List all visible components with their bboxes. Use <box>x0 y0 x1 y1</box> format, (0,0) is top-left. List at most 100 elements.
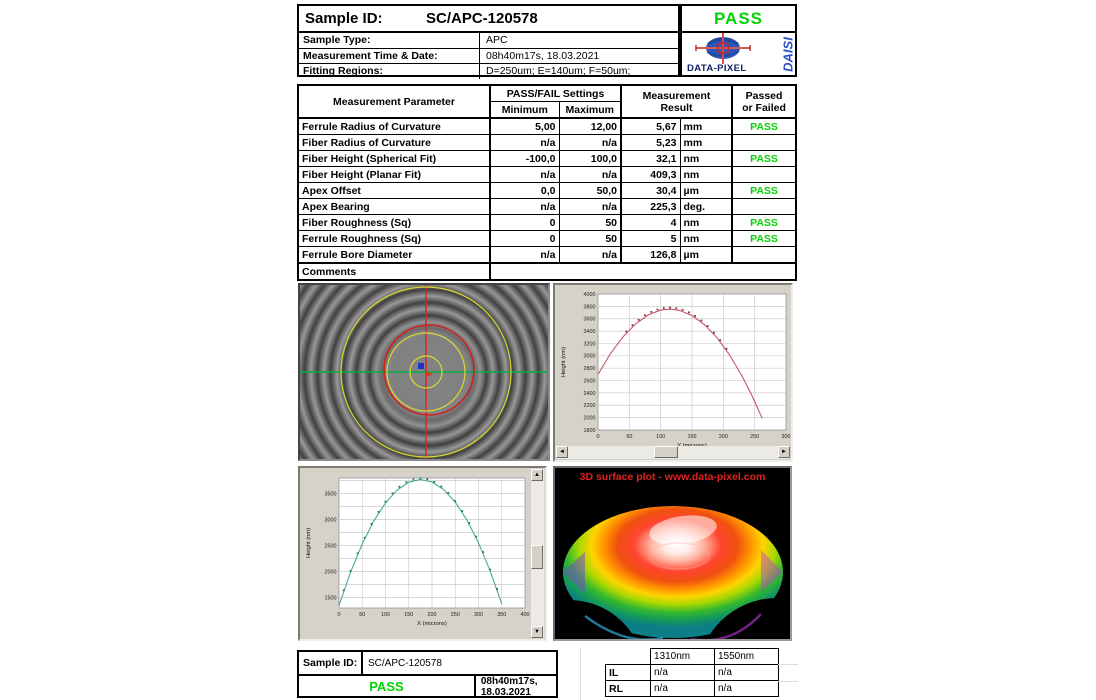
y-tick-label: 2500 <box>325 544 337 550</box>
x-tick-label: 200 <box>428 612 437 618</box>
logo-area: DATA-PIXEL DAISI <box>682 33 796 75</box>
data-point <box>356 552 359 555</box>
scroll-up-icon[interactable]: ▲ <box>531 469 543 481</box>
apex-circle <box>383 324 475 416</box>
result-cell: 5,23 <box>620 134 681 151</box>
loss-row-il-label: IL <box>605 664 651 681</box>
unit-cell: mm <box>679 117 734 135</box>
result-cell: 126,8 <box>620 246 681 264</box>
status-cell: PASS <box>731 230 797 247</box>
scroll-right-icon[interactable]: ► <box>778 446 790 458</box>
unit-cell: nm <box>679 214 734 231</box>
measurement-row: Ferrule Bore Diameter n/a n/a 126,8 µm <box>297 246 797 264</box>
x-axis-label: Y (microns) <box>677 443 707 447</box>
data-point <box>475 535 478 538</box>
max-cell: 50 <box>558 230 623 247</box>
data-point <box>719 339 722 342</box>
y-profile-hscrollbar[interactable]: ◄ ► <box>556 446 790 459</box>
il-1310-value: n/a <box>650 664 715 681</box>
data-point <box>342 589 345 592</box>
status-cell <box>731 198 797 215</box>
y-tick-label: 3000 <box>325 518 337 524</box>
x-tick-label: 250 <box>750 434 759 440</box>
data-point <box>419 477 422 480</box>
data-point <box>662 307 665 309</box>
measurement-row: Fiber Height (Spherical Fit) -100,0 100,0 3… <box>297 150 797 167</box>
fitting-regions-value: D=250um; E=140um; F=50um; <box>486 65 631 78</box>
fit-curve <box>597 308 763 419</box>
status-cell <box>731 246 797 264</box>
min-cell: 0 <box>489 214 560 231</box>
x-tick-label: 0 <box>338 612 341 618</box>
data-point <box>625 330 628 333</box>
data-point <box>700 319 703 322</box>
data-pixel-logo-icon <box>695 33 751 64</box>
col-header-maximum: Maximum <box>558 101 622 119</box>
vscroll-thumb[interactable] <box>531 545 543 570</box>
measurement-time-row: Measurement Time & Date: 08h40m17s, 18.0… <box>299 48 678 65</box>
unit-cell: mm <box>679 134 734 151</box>
status-cell: PASS <box>731 182 797 199</box>
x-tick-label: 100 <box>656 434 665 440</box>
interferogram-overlay <box>300 285 548 459</box>
x-profile-chart: 0 50 100 150 200 250 300 350 400 3500 3000 2500 2000… <box>306 477 530 627</box>
col-header-settings: PASS/FAIL Settings <box>489 84 622 102</box>
data-point <box>644 314 646 317</box>
loss-col-1550: 1550nm <box>714 648 779 665</box>
measurement-row: Ferrule Radius of Curvature 5,00 12,00 5,67… <box>297 117 797 135</box>
data-point <box>681 308 684 311</box>
min-cell: n/a <box>489 134 560 151</box>
unit-cell: µm <box>679 246 734 264</box>
hscroll-thumb[interactable] <box>654 446 679 458</box>
max-cell: 100,0 <box>558 150 623 167</box>
y-tick-label: 3500 <box>325 492 337 498</box>
footer-datetime: 08h40m17s, 18.03.2021 <box>480 675 538 698</box>
measurement-time-label: Measurement Time & Date: <box>299 48 480 64</box>
data-point <box>725 347 728 350</box>
measurement-time-value: 08h40m17s, 18.03.2021 <box>486 49 600 62</box>
y-profile-chart: 0 50 100 150 200 250 300 4000 3800 3600 3400 3200 30… <box>561 292 791 447</box>
x-profile-vscrollbar[interactable]: ▲ ▼ <box>531 469 544 638</box>
parameter-cell: Fiber Height (Spherical Fit) <box>297 150 491 167</box>
comments-label: Comments <box>297 262 491 281</box>
logo-brand-text: DATA-PIXEL <box>687 63 747 74</box>
y-axis-label: Height (nm) <box>561 347 567 377</box>
grid-line <box>778 681 798 682</box>
parameter-cell: Apex Offset <box>297 182 491 199</box>
col-header-passed: Passed or Failed <box>731 84 797 119</box>
data-point <box>412 478 415 481</box>
il-1550-value: n/a <box>714 664 779 681</box>
parameter-cell: Fiber Radius of Curvature <box>297 134 491 151</box>
data-point <box>713 331 715 334</box>
y-profile-panel: 0 50 100 150 200 250 300 4000 3800 3600 3400 3200 30… <box>553 283 793 462</box>
max-cell: 12,00 <box>558 117 623 135</box>
measurement-table: Measurement Parameter PASS/FAIL Settings… <box>297 84 798 281</box>
comments-value <box>489 262 797 281</box>
scroll-left-icon[interactable]: ◄ <box>556 446 568 458</box>
y-tick-label: 2600 <box>584 378 596 384</box>
scroll-down-icon[interactable]: ▼ <box>531 626 543 638</box>
min-cell: 5,00 <box>489 117 560 135</box>
status-cell: PASS <box>731 214 797 231</box>
data-point <box>669 306 671 309</box>
measurement-row: Ferrule Roughness (Sq) 0 50 5 nm PASS <box>297 230 797 247</box>
data-point <box>675 307 678 310</box>
y-tick-label: 2000 <box>584 416 596 422</box>
y-tick-label: 4000 <box>584 292 596 298</box>
data-point <box>391 492 394 495</box>
result-cell: 5,67 <box>620 117 681 135</box>
result-cell: 4 <box>620 214 681 231</box>
data-point <box>384 500 387 503</box>
max-cell: 50,0 <box>558 182 623 199</box>
x-tick-label: 150 <box>404 612 413 618</box>
col-header-minimum: Minimum <box>489 101 560 119</box>
rl-1550-value: n/a <box>714 680 779 697</box>
min-cell: 0,0 <box>489 182 560 199</box>
x-profile-panel: 0 50 100 150 200 250 300 350 400 3500 3000 2500 2000… <box>298 466 547 641</box>
sample-type-value: APC <box>486 34 508 47</box>
y-tick-label: 3800 <box>584 304 596 310</box>
data-point <box>706 325 709 327</box>
data-point <box>489 568 491 571</box>
x-tick-label: 0 <box>597 434 600 440</box>
